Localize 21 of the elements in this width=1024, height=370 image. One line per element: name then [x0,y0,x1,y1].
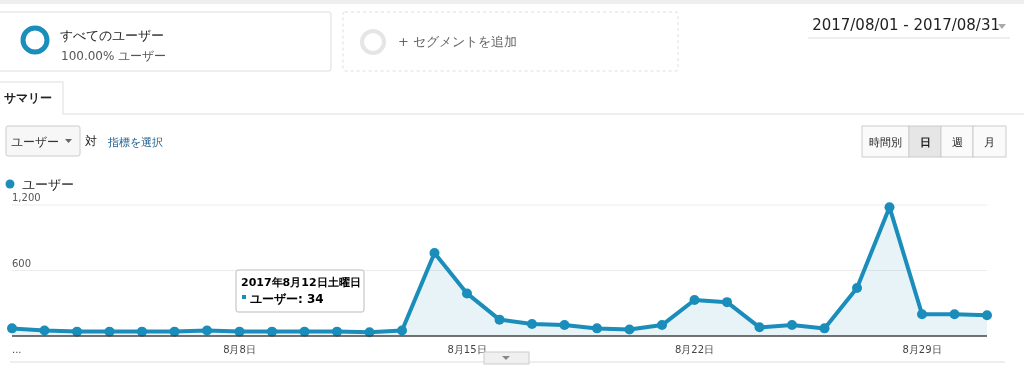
text: 2017/08/01 - 2017/08/31 [812,16,1000,34]
text: 日 [919,136,931,149]
text: 時間別 [869,136,902,149]
legend-label: ユーザー [22,177,74,192]
text: 100.00% ユーザー [61,49,167,63]
x-tick-label: 8月22日 [674,344,715,355]
text: ユーザー [11,135,59,149]
y-tick-label: 600 [12,257,32,269]
x-tick-label: ... [12,344,22,355]
x-tick-label: 8月29日 [902,344,942,355]
text: すべてのユーザー [60,28,164,43]
text: 週 [951,136,963,149]
annotation: 2017年8月12日土曜日 [241,276,361,289]
y-tick-label: 1,200 [12,192,41,203]
text: 指標を選択 [107,136,163,149]
annotation: ユーザー: 34 [250,292,324,306]
text: 対 [85,134,97,148]
x-tick-label: 8月8日 [223,344,256,355]
text: + セグメントを追加 [398,34,518,49]
text: サマリー [4,91,52,105]
text: 月 [984,136,995,149]
